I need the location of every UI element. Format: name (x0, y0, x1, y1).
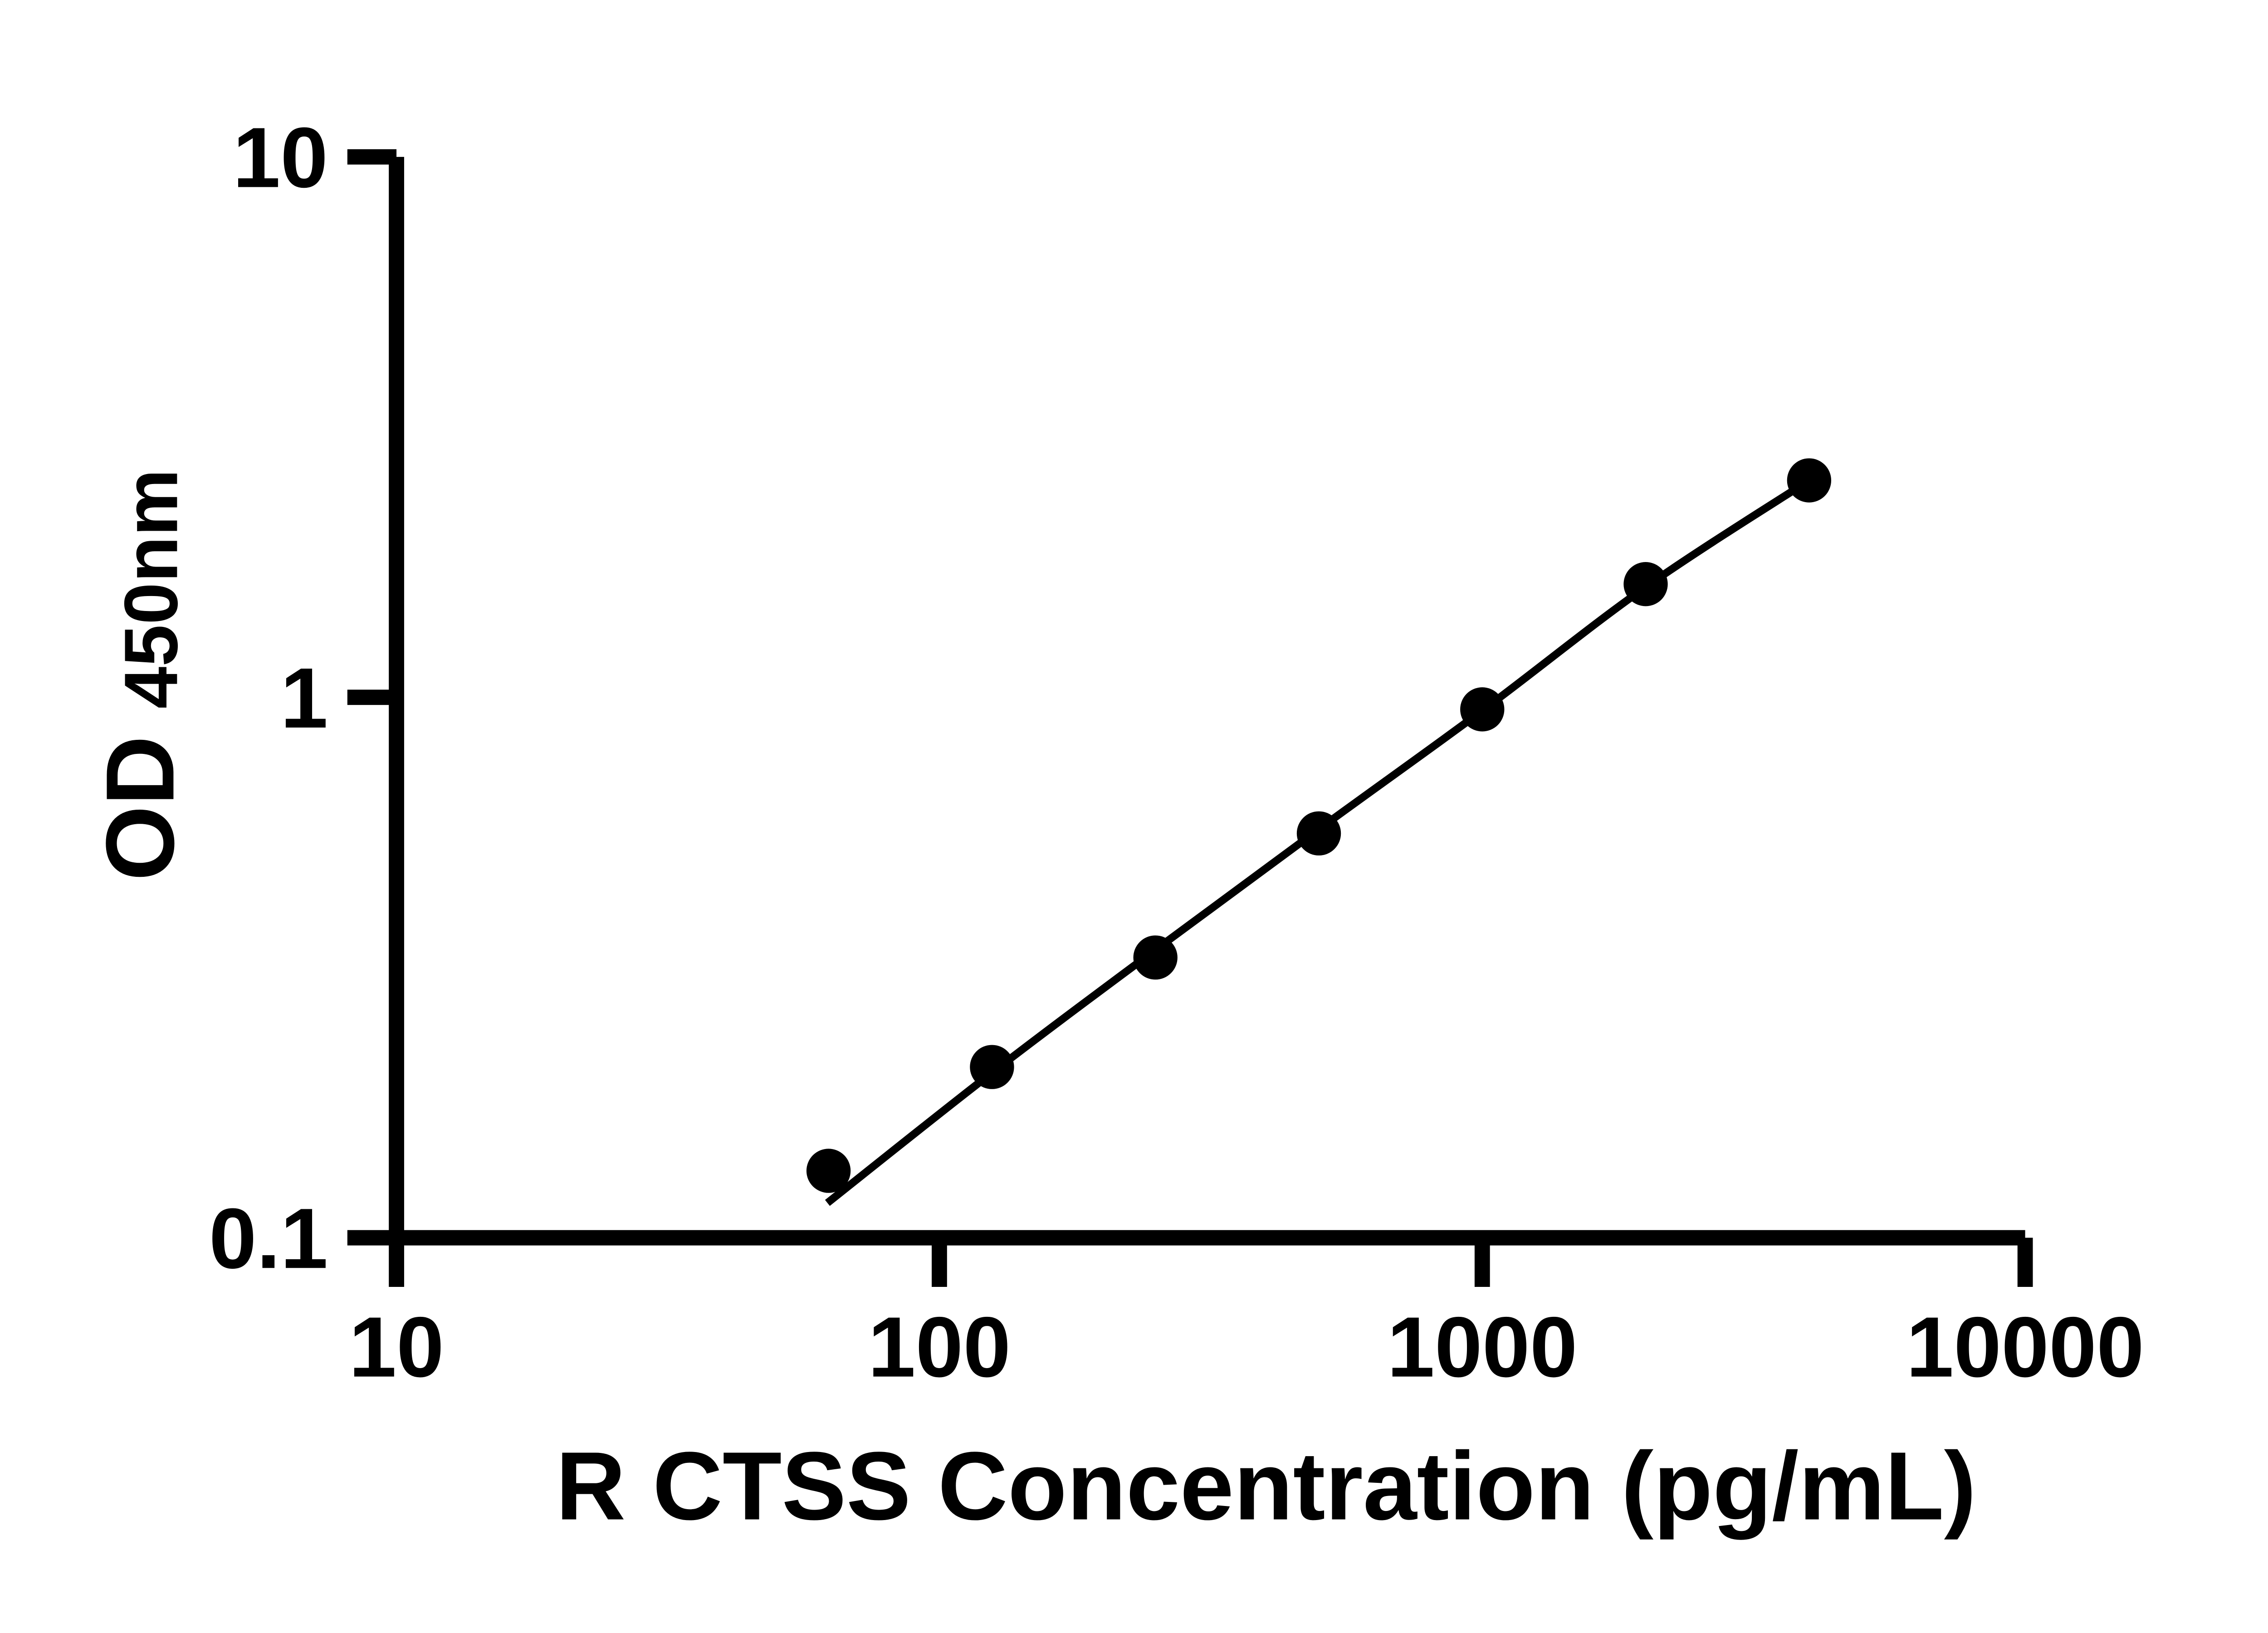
x-tick-label: 10 (349, 1299, 444, 1395)
data-point (1133, 935, 1178, 980)
axis-spine (389, 156, 2025, 1246)
y-axis-title: OD 450nm (86, 469, 194, 881)
data-point (806, 1149, 851, 1193)
x-tick-label: 1000 (1387, 1299, 1578, 1395)
y-tick-label: 10 (233, 109, 328, 205)
data-point (1623, 562, 1668, 606)
x-tick-label: 10000 (1906, 1299, 2144, 1395)
y-tick-label: 1 (280, 650, 328, 746)
y-axis-title-main: OD (86, 736, 194, 881)
data-point (1460, 687, 1505, 732)
data-point (1787, 458, 1832, 503)
data-point (970, 1045, 1014, 1089)
data-point (1296, 811, 1341, 856)
x-axis-title: R CTSS Concentration (pg/mL) (556, 1432, 1976, 1540)
y-tick-label: 0.1 (209, 1190, 328, 1286)
x-tick-label: 100 (868, 1299, 1011, 1395)
y-axis-title-subscript: 450nm (109, 469, 193, 709)
